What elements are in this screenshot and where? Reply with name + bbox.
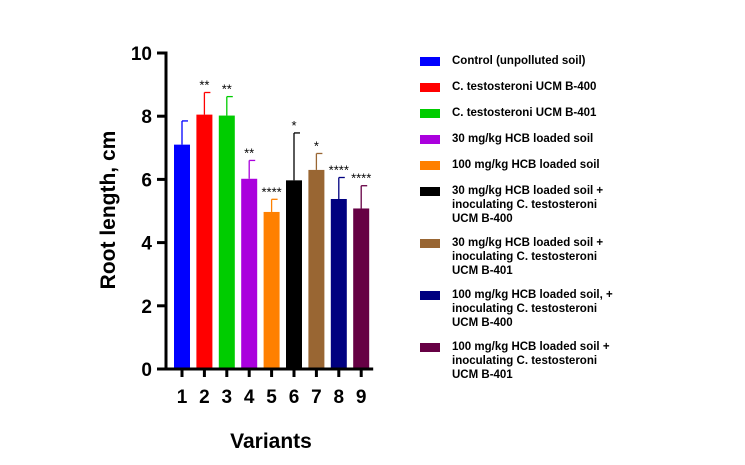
y-tick-label-4: 4 [141, 234, 152, 255]
significance-labels-group: ** ****************** [199, 78, 371, 200]
legend-item-8: 100 mg/kg HCB loaded soil, + inoculating… [420, 288, 613, 330]
legend-label-6: 30 mg/kg HCB loaded soil + inoculating C… [452, 185, 604, 225]
y-axis-title: Root length, cm [97, 131, 120, 290]
legend-item-4: 30 mg/kg HCB loaded soil [420, 132, 593, 146]
bars-group [174, 114, 370, 370]
significance-label-6: * [291, 118, 296, 133]
legend-item-3: C. testosteroni UCM B-401 [420, 106, 596, 120]
bar-3 [218, 115, 235, 370]
legend-label-3: C. testosteroni UCM B-401 [452, 107, 597, 119]
y-tick-label-6: 6 [141, 170, 152, 191]
legend-label-1: Control (unpolluted soil) [452, 55, 586, 67]
bar-9 [353, 208, 370, 369]
legend-swatch-3 [420, 109, 440, 118]
bar-1 [174, 144, 190, 369]
bar-6 [286, 180, 302, 369]
significance-label-5: **** [261, 184, 281, 199]
significance-label-9: **** [351, 171, 371, 186]
x-tick-label-1: 1 [177, 387, 188, 408]
bar-7 [308, 169, 325, 369]
x-tick-label-7: 7 [311, 387, 322, 408]
legend-swatch-9 [420, 343, 440, 352]
y-tick-label-0: 0 [141, 360, 152, 381]
x-tick-label-6: 6 [289, 387, 300, 408]
significance-label-8: **** [329, 163, 349, 178]
x-tick-label-2: 2 [199, 387, 210, 408]
x-axis-title: Variants [230, 430, 312, 453]
y-tick-label-10: 10 [131, 44, 152, 65]
bar-4 [241, 178, 258, 369]
significance-label-7: * [314, 138, 319, 153]
legend-item-2: C. testosteroni UCM B-400 [420, 80, 596, 94]
legend-swatch-1 [420, 57, 440, 66]
legend-item-5: 100 mg/kg HCB loaded soil [420, 158, 600, 172]
legend-swatch-2 [420, 83, 440, 92]
legend-swatch-7 [420, 239, 440, 248]
legend-item-6: 30 mg/kg HCB loaded soil + inoculating C… [420, 184, 603, 226]
legend-label-7: 30 mg/kg HCB loaded soil + inoculating C… [452, 237, 604, 277]
legend-label-9: 100 mg/kg HCB loaded soil + inoculating … [452, 341, 610, 381]
error-bars-group [181, 91, 368, 212]
significance-label-2: ** [199, 78, 209, 93]
bar-5 [263, 211, 280, 369]
x-tick-label-9: 9 [356, 387, 367, 408]
x-tick-label-4: 4 [244, 387, 255, 408]
legend-swatch-4 [420, 135, 440, 144]
bar-8 [330, 198, 347, 369]
x-tick-label-3: 3 [222, 387, 233, 408]
x-tick-label-5: 5 [266, 387, 277, 408]
legend-item-1: Control (unpolluted soil) [420, 54, 586, 68]
legend-swatch-5 [420, 161, 440, 170]
bar-2 [196, 114, 213, 370]
significance-label-4: ** [244, 145, 254, 160]
legend-item-7: 30 mg/kg HCB loaded soil + inoculating C… [420, 236, 603, 278]
legend-swatch-8 [420, 291, 440, 300]
legend-item-9: 100 mg/kg HCB loaded soil + inoculating … [420, 340, 610, 382]
legend-label-5: 100 mg/kg HCB loaded soil [452, 159, 600, 171]
legend-label-2: C. testosteroni UCM B-400 [452, 81, 597, 93]
x-tick-label-8: 8 [334, 387, 345, 408]
y-tick-label-2: 2 [141, 297, 152, 318]
legend-label-4: 30 mg/kg HCB loaded soil [452, 133, 594, 145]
y-tick-label-8: 8 [141, 107, 152, 128]
y-axis: 0 2 4 6 8 10 [131, 44, 168, 381]
legend-label-8: 100 mg/kg HCB loaded soil, + inoculating… [452, 289, 613, 329]
legend-swatch-6 [420, 187, 440, 196]
significance-label-3: ** [222, 82, 232, 97]
